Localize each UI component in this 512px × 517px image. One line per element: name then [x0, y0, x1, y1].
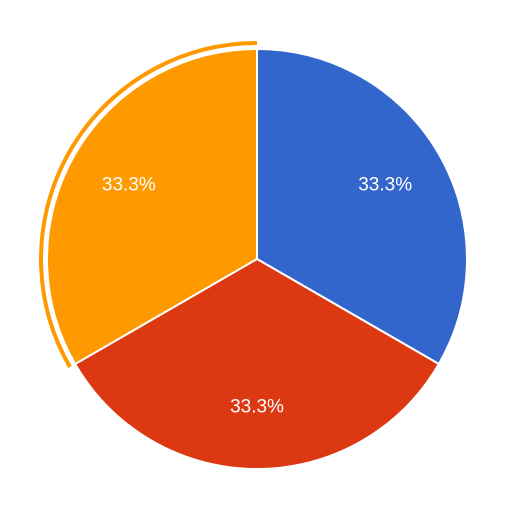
pie-slice-3[interactable]: [46, 48, 258, 365]
pie-slice-3-label: 33.3%: [102, 175, 156, 196]
pie-slice-3-highlight-arc: [39, 41, 258, 368]
slices-layer: [46, 48, 468, 470]
highlight-layer: [39, 41, 258, 368]
pie-slice-2-label: 33.3%: [230, 397, 284, 418]
pie-slice-2[interactable]: [74, 258, 440, 470]
labels-layer: 33.3% 33.3% 33.3%: [102, 175, 412, 418]
pie-slice-1-label: 33.3%: [358, 175, 412, 196]
pie-slice-1[interactable]: [256, 48, 468, 365]
